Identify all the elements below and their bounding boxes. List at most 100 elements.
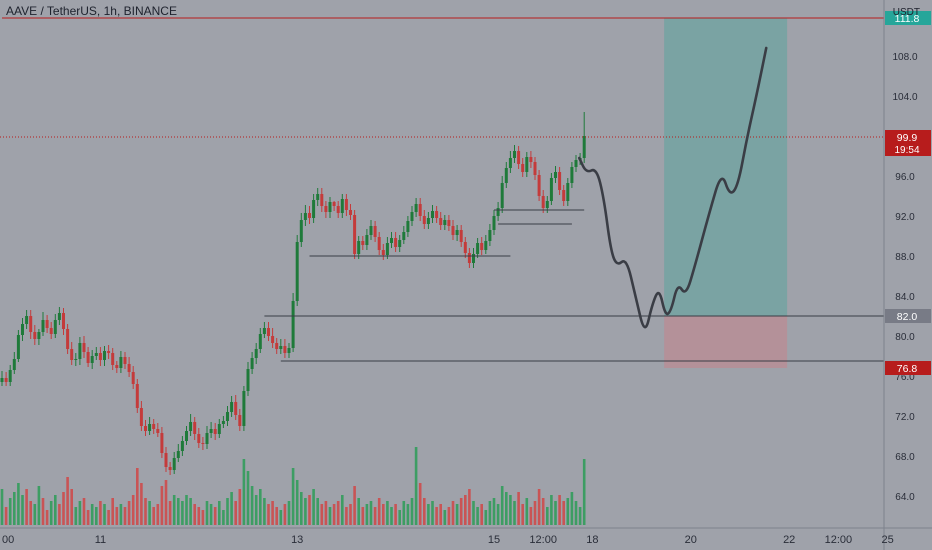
candle-body (488, 230, 492, 241)
volume-bar (316, 498, 319, 525)
volume-bar (193, 504, 196, 525)
candle-body (119, 357, 123, 368)
candle-body (472, 254, 475, 263)
candle-body (361, 241, 365, 245)
candle-body (45, 320, 49, 328)
volume-bar (295, 480, 299, 525)
candle-body (267, 328, 270, 336)
price-label-support (885, 309, 931, 323)
x-tick-label: 18 (586, 534, 598, 546)
candle-body (320, 194, 324, 206)
candle-body (37, 332, 41, 339)
candle-body (484, 241, 488, 250)
candle-body (385, 243, 389, 255)
candle-body (164, 453, 168, 467)
volume-bar (4, 507, 8, 525)
candle-body (49, 328, 53, 334)
volume-bar (99, 501, 102, 525)
volume-bar (254, 495, 258, 525)
volume-bar (402, 501, 406, 525)
candle-body (258, 334, 262, 349)
volume-bar (0, 489, 4, 525)
volume-bar (464, 495, 467, 525)
candle-body (172, 458, 176, 470)
candle-body (443, 220, 447, 225)
candle-body (316, 194, 320, 200)
volume-bar (472, 501, 475, 525)
candle-body (365, 235, 369, 245)
x-tick-label: 25 (881, 534, 893, 546)
candle-body (226, 412, 229, 421)
volume-bar (238, 489, 242, 525)
volume-bar (172, 495, 176, 525)
candle-body (373, 226, 377, 237)
candle-body (537, 175, 541, 196)
volume-bar (95, 507, 98, 525)
volume-bar (17, 483, 20, 525)
candle-body (279, 346, 283, 349)
volume-bar (25, 489, 28, 525)
candle-body (180, 441, 184, 451)
candle-body (324, 206, 328, 212)
candles (0, 112, 586, 475)
candle-body (8, 370, 12, 382)
volume-bar (562, 501, 565, 525)
volume-bar (533, 501, 537, 525)
volume-bar (369, 501, 373, 525)
candle-body (312, 200, 316, 218)
volume-bar (13, 492, 16, 525)
candle-body (340, 199, 344, 213)
volume-bar (123, 507, 127, 525)
volume-bar (496, 504, 500, 525)
symbol-title: AAVE / TetherUS, 1h, BINANCE (6, 4, 177, 18)
candle-body (517, 151, 521, 164)
candle-body (74, 359, 78, 360)
candle-body (201, 443, 205, 444)
candle-body (53, 320, 57, 334)
volume-bar (345, 507, 348, 525)
candle-body (545, 201, 549, 208)
candle-body (541, 196, 545, 208)
x-tick-label: 12:00 (529, 534, 557, 546)
volume-bar (164, 480, 168, 525)
volume-bar (242, 459, 246, 525)
candle-body (398, 240, 402, 247)
candle-body (406, 221, 410, 232)
candle-body (570, 167, 574, 183)
volume-bar (234, 501, 237, 525)
volume-bar (140, 483, 143, 525)
x-tick-label: 11 (95, 534, 106, 546)
candle-body (529, 157, 533, 162)
candle-body (21, 324, 24, 335)
volume-bar (521, 504, 524, 525)
candle-body (295, 242, 299, 301)
candle-body (447, 220, 451, 226)
candle-body (508, 158, 512, 168)
y-tick-label: 108.0 (892, 52, 917, 63)
candle-body (82, 343, 86, 352)
volume-bar (312, 489, 315, 525)
volume-bar (283, 504, 287, 525)
y-tick-label: 64.0 (895, 492, 915, 503)
candle-body (410, 212, 414, 221)
volume-bar (287, 501, 291, 525)
candle-body (254, 349, 258, 358)
volume-bar (382, 504, 385, 525)
candle-body (504, 168, 508, 183)
candle-body (283, 346, 287, 353)
price-label-current (885, 130, 931, 156)
candle-body (250, 358, 254, 369)
candle-body (86, 352, 90, 363)
volume-bar (414, 447, 418, 525)
candle-body (349, 210, 352, 215)
volume-bar (82, 498, 86, 525)
candle-body (291, 301, 295, 348)
candle-body (353, 215, 357, 254)
volume-bar (480, 504, 483, 525)
candle-body (70, 349, 74, 360)
candle-body (139, 408, 143, 426)
volume-bar (168, 501, 172, 525)
